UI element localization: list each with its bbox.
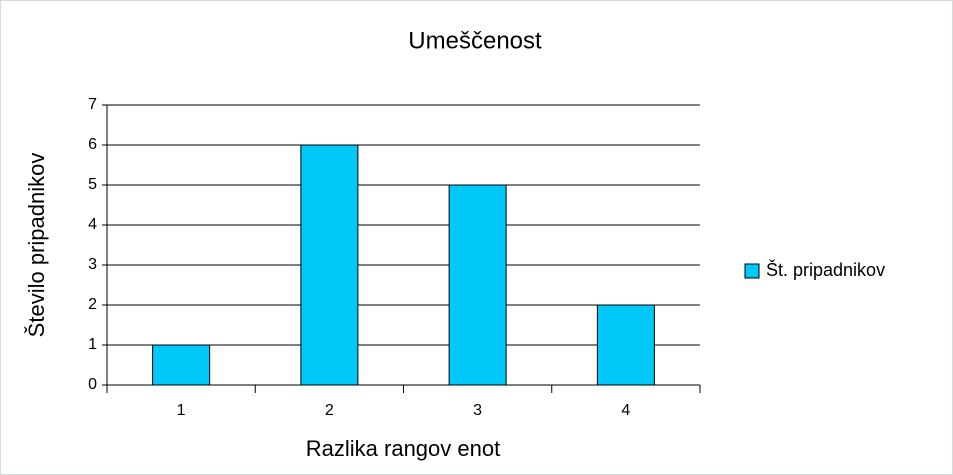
x-tick-label: 4 (621, 402, 630, 419)
x-tick-label: 2 (325, 402, 334, 419)
y-tick-label: 3 (88, 256, 97, 273)
y-tick-label: 0 (88, 376, 97, 393)
x-axis-label: Razlika rangov enot (306, 436, 500, 461)
bar (300, 144, 359, 386)
bar (448, 184, 507, 386)
legend-label: Št. pripadnikov (766, 259, 885, 280)
y-tick-label: 2 (88, 296, 97, 313)
bar (152, 344, 211, 386)
y-tick-label: 4 (88, 216, 97, 233)
y-tick-label: 7 (88, 96, 97, 113)
bar (596, 304, 655, 386)
y-axis-label: Število pripadnikov (24, 153, 49, 338)
chart-title: Umeščenost (408, 27, 542, 54)
x-tick-label: 3 (473, 402, 482, 419)
legend-swatch (744, 263, 760, 279)
y-tick-label: 1 (88, 336, 97, 353)
y-tick-label: 5 (88, 176, 97, 193)
x-tick-label: 1 (177, 402, 186, 419)
y-tick-label: 6 (88, 136, 97, 153)
